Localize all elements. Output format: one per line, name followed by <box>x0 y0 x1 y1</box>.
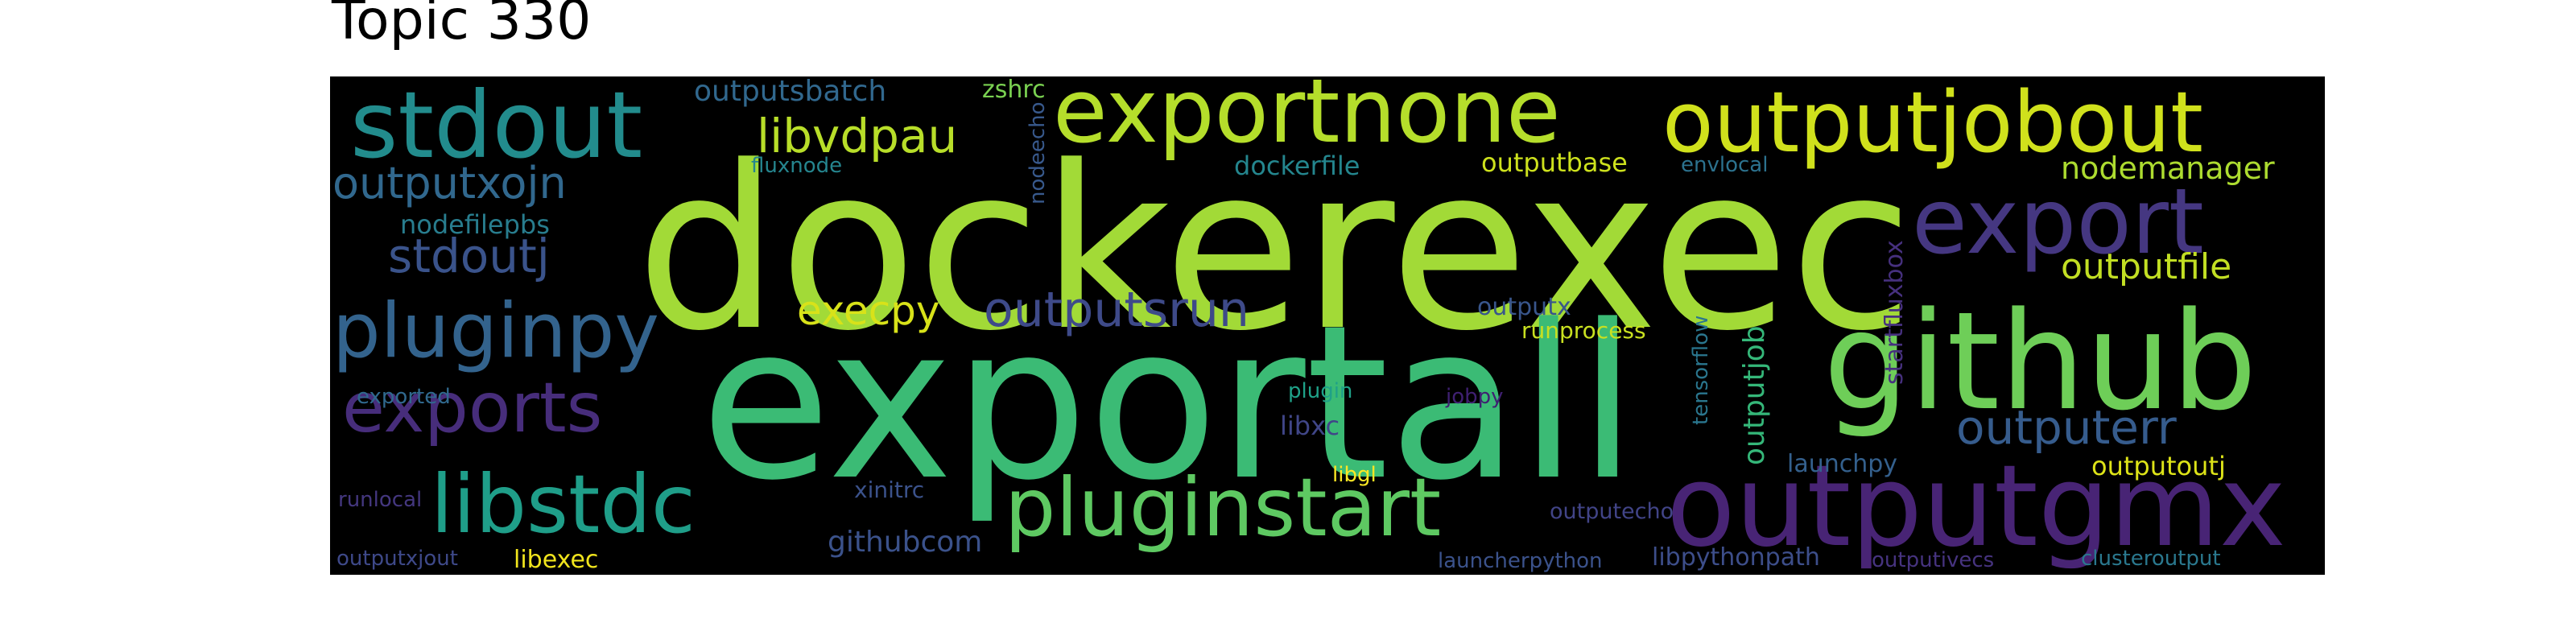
word-outputjobout: outputjobout <box>1662 76 2203 171</box>
word-outputbase: outputbase <box>1481 147 1628 178</box>
word-outputjob: outputjob <box>1738 325 1771 465</box>
word-exports: exports <box>342 368 603 448</box>
word-stdout: stdout <box>350 76 643 179</box>
word-exported: exported <box>357 385 451 409</box>
word-githubcom: githubcom <box>828 526 983 559</box>
word-outputgmx: outputgmx <box>1666 441 2286 572</box>
word-outputsrun: outputsrun <box>984 282 1249 338</box>
word-libexec: libexec <box>514 546 599 574</box>
page-title: Topic 330 <box>332 0 592 52</box>
word-jobpy: jobpy <box>1446 385 1504 409</box>
word-plugin: plugin <box>1288 379 1353 403</box>
word-outputfile: outputfile <box>2061 246 2232 287</box>
word-outputivecs: outputivecs <box>1872 548 1995 572</box>
word-outputxjout: outputxjout <box>336 547 458 571</box>
word-outputecho: outputecho <box>1550 499 1674 524</box>
word-outputx: outputx <box>1477 293 1571 321</box>
word-nodefilepbs: nodefilepbs <box>400 209 550 240</box>
word-exportnone: exportnone <box>1053 76 1561 163</box>
word-github: github <box>1823 283 2257 440</box>
word-fluxnode: fluxnode <box>751 154 843 178</box>
word-export: export <box>1912 170 2204 275</box>
word-libstdc: libstdc <box>431 457 696 551</box>
word-startfluxbox: startfluxbox <box>1880 240 1909 386</box>
word-dockerfile: dockerfile <box>1234 151 1360 181</box>
word-execpy: execpy <box>797 287 940 334</box>
word-runprocess: runprocess <box>1521 317 1646 344</box>
word-zshrc: zshrc <box>982 76 1046 104</box>
word-envlocal: envlocal <box>1681 153 1769 177</box>
word-tensorflow: tensorflow <box>1689 315 1713 426</box>
word-dockerexec: dockerexec <box>636 118 1914 381</box>
word-stdoutj: stdoutj <box>388 229 550 283</box>
word-pluginpy: pluginpy <box>332 287 660 375</box>
word-libvdpau: libvdpau <box>757 109 958 163</box>
word-launchpy: launchpy <box>1787 450 1898 478</box>
word-libxc: libxc <box>1280 411 1340 441</box>
word-libgl: libgl <box>1332 463 1377 487</box>
word-outputsbatch: outputsbatch <box>694 76 887 108</box>
word-pluginstart: pluginstart <box>1005 460 1442 555</box>
word-clusteroutput: clusteroutput <box>2081 547 2221 571</box>
word-libpythonpath: libpythonpath <box>1652 543 1820 572</box>
word-outputoutj: outputoutj <box>2091 451 2226 481</box>
word-xinitrc: xinitrc <box>854 477 925 503</box>
word-nodemanager: nodemanager <box>2061 151 2275 186</box>
word-launcherpython: launcherpython <box>1438 549 1603 573</box>
word-runlocal: runlocal <box>338 488 423 512</box>
word-outputerr: outputerr <box>1956 400 2177 455</box>
word-nodeecho: nodeecho <box>1026 101 1050 204</box>
word-cloud: dockerexec exportall github outputgmx plugin… <box>330 76 2325 575</box>
word-exportall: exportall <box>700 280 1637 527</box>
word-outputxojn: outputxojn <box>332 158 567 208</box>
